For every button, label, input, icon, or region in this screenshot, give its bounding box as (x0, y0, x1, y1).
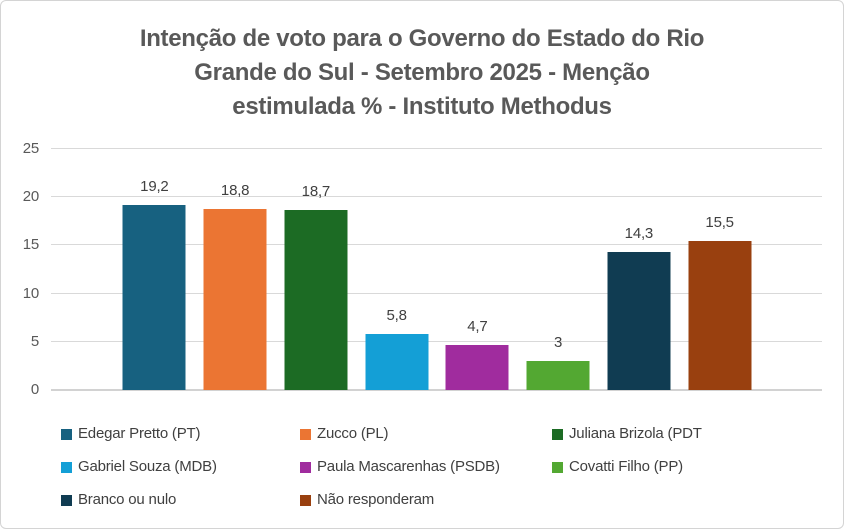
y-axis-tick-label: 25 (22, 140, 39, 157)
bar (284, 209, 348, 390)
chart-title-line-3: estimulada % - Instituto Methodus (232, 93, 612, 120)
bar-value-label: 3 (554, 334, 563, 352)
legend-swatch-icon (300, 494, 311, 506)
y-axis-tick-label: 20 (22, 188, 39, 206)
y-axis-tick-label: 10 (22, 284, 39, 302)
y-axis-tick-label: 0 (30, 381, 39, 398)
x-axis-line (51, 389, 822, 391)
bar-value-label: 15,5 (705, 213, 734, 231)
legend-swatch-icon (61, 461, 72, 473)
bar-slot: 15,5 (679, 149, 760, 390)
legend-swatch-icon (552, 461, 563, 473)
bar-slot: 18,8 (195, 149, 276, 390)
gridline (51, 148, 822, 149)
bar (526, 361, 590, 390)
bar-value-label: 4,7 (467, 317, 488, 335)
legend-label: Covatti Filho (PP) (569, 458, 683, 475)
legend-item: Edegar Pretto (PT) (61, 425, 200, 443)
gridline (51, 292, 822, 294)
legend-item: Covatti Filho (PP) (552, 458, 683, 476)
legend-swatch-icon (300, 428, 311, 440)
bar-value-label: 18,8 (220, 181, 250, 199)
legend-swatch-icon (300, 461, 311, 473)
bar (365, 334, 429, 390)
gridline (51, 340, 822, 342)
bar-slot: 14,3 (599, 149, 680, 390)
gridline (51, 196, 822, 198)
legend-item: Paula Mascarenhas (PSDB) (300, 458, 500, 476)
bar-value-label: 5,8 (386, 307, 407, 325)
bar-value-label: 18,7 (301, 182, 331, 200)
bar-slot: 4,7 (437, 149, 518, 390)
y-axis-tick-label: 15 (22, 236, 39, 254)
legend-label: Edegar Pretto (PT) (78, 425, 201, 442)
chart-title: Intenção de voto para o Governo do Estad… (1, 22, 843, 124)
legend-item: Não responderam (300, 491, 434, 509)
bar (122, 204, 186, 390)
legend-item: Gabriel Souza (MDB) (61, 458, 217, 476)
legend-item: Zucco (PL) (300, 425, 389, 443)
bar (607, 252, 671, 390)
legend-label: Juliana Brizola (PDT (569, 425, 702, 442)
y-axis-tick-label: 5 (30, 332, 39, 350)
bar (445, 344, 509, 390)
bar-slot: 5,8 (356, 149, 437, 390)
chart-title-line-2: Grande do Sul - Setembro 2025 - Menção (194, 59, 650, 86)
y-axis: 0 5 10 15 20 25 (1, 140, 41, 398)
legend-swatch-icon (61, 494, 72, 506)
bar-value-label: 19,2 (140, 177, 169, 195)
plot-area: 19,2 18,8 18,7 5,8 4,7 3 14,3 15,5 (51, 148, 822, 391)
legend-swatch-icon (552, 428, 563, 440)
legend-label: Paula Mascarenhas (PSDB) (317, 458, 500, 475)
bar (203, 208, 267, 390)
bar-slot: 19,2 (114, 149, 195, 390)
legend-item: Branco ou nulo (61, 491, 176, 509)
legend-label: Branco ou nulo (78, 491, 177, 508)
bar (688, 240, 752, 390)
legend-swatch-icon (61, 428, 72, 440)
legend-item: Juliana Brizola (PDT (552, 425, 702, 443)
bar-slot: 3 (518, 149, 599, 390)
gridline (51, 244, 822, 246)
legend-label: Não responderam (317, 491, 435, 508)
bar-value-label: 14,3 (624, 225, 654, 243)
legend-label: Zucco (PL) (317, 425, 389, 442)
bar-slot: 18,7 (276, 149, 357, 390)
bars-area: 19,2 18,8 18,7 5,8 4,7 3 14,3 15,5 (114, 149, 760, 390)
legend-label: Gabriel Souza (MDB) (78, 458, 217, 475)
chart-title-line-1: Intenção de voto para o Governo do Estad… (139, 25, 705, 52)
